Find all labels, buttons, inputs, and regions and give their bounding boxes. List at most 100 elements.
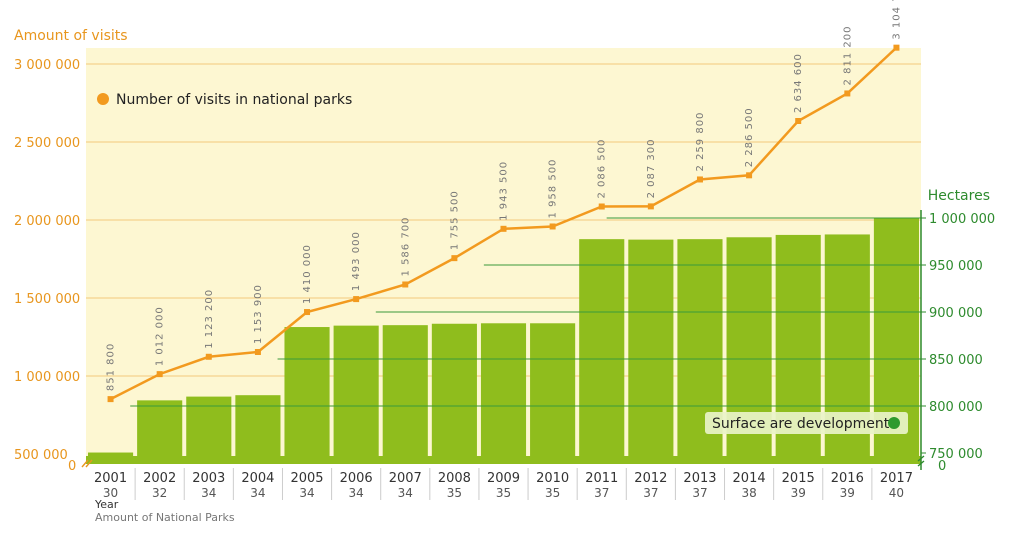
left-zero-label: 0 [68,459,76,474]
parks-count-label: 34 [299,486,314,500]
hectare-bars [88,217,919,458]
parks-count-label: 40 [889,486,904,500]
hectare-bar-2010 [530,323,576,458]
year-label: 2013 [683,471,716,486]
visits-data-label: 1 012 000 [155,306,166,366]
hectare-bar-2003 [186,396,232,458]
visits-data-label: 1 123 200 [204,289,215,349]
visits-point-2016 [844,90,851,97]
legend-visits-label: Number of visits in national parks [116,92,352,108]
visits-point-2010 [549,223,556,230]
right-tick-label: 800 000 [929,400,983,415]
year-label: 2003 [192,471,225,486]
hectare-bar-2004 [235,395,281,458]
visits-point-2004 [254,348,261,355]
parks-count-label: 37 [692,486,707,500]
visits-point-2009 [500,225,507,232]
parks-count-label: 37 [594,486,609,500]
visits-data-label: 851 800 [106,343,117,391]
visits-point-2014 [746,172,753,179]
visits-point-2003 [205,353,212,360]
visits-data-label: 1 586 700 [400,217,411,277]
hectare-bar-2012 [628,239,674,458]
right-tick-label: 900 000 [929,306,983,321]
legend-surface-marker [888,417,900,429]
visits-data-label: 1 493 000 [351,231,362,291]
legend-visits-marker [97,93,109,105]
visits-point-2013 [696,176,703,183]
parks-count-label: 32 [152,486,167,500]
visits-data-label: 1 410 000 [302,244,313,304]
left-tick-label: 1 500 000 [14,292,80,307]
hectare-bar-2009 [480,323,527,458]
legend-surface-box [705,412,908,434]
visits-point-2002 [156,371,163,378]
legend-surface: Surface are development [705,412,908,434]
right-zero-label: 0 [938,459,946,474]
left-tick-label: 3 000 000 [14,58,80,73]
right-tick-label: 950 000 [929,259,983,274]
hectare-bar-2002 [137,400,183,458]
left-tick-label: 2 500 000 [14,136,80,151]
visits-point-2005 [304,309,311,316]
left-tick-label: 2 000 000 [14,214,80,229]
right-tick-label: 750 000 [929,447,983,462]
visits-data-label: 2 087 300 [646,138,657,198]
right-gridlines [130,217,921,407]
parks-count-label: 30 [103,486,118,500]
visits-point-2012 [647,203,654,210]
hectare-bar-2011 [579,239,625,458]
right-axis: 1 000 000 950 000 900 000 850 000 800 000 750… [917,210,995,474]
visits-point-2006 [353,296,360,303]
parks-count-label: 39 [840,486,855,500]
visits-data-label: 2 259 800 [695,112,706,172]
baseline-strip [81,456,921,468]
legend-surface-label: Surface are development [712,416,890,432]
right-axis-title: Hectares [928,188,990,204]
year-label: 2004 [241,471,274,486]
year-label: 2009 [487,471,520,486]
right-tick-label: 850 000 [929,353,983,368]
parks-count-label: 39 [791,486,806,500]
parks-count-label: 35 [496,486,511,500]
visits-point-2008 [451,255,458,262]
year-label: 2014 [733,471,766,486]
hectare-bar-2008 [431,323,477,458]
year-label: 2010 [536,471,569,486]
parks-count-label: 34 [201,486,216,500]
year-label: 2006 [340,471,373,486]
parks-count-label: 34 [349,486,364,500]
hectare-bar-2005 [284,327,330,458]
parks-count-label: 38 [741,486,756,500]
visits-data-label: 2 811 200 [842,26,853,86]
hectare-bar-2007 [382,325,428,458]
year-label: 2012 [634,471,667,486]
axis-break-icon [917,455,925,467]
year-label: 2001 [94,471,127,486]
parks-count-label: 34 [250,486,265,500]
visits-point-2007 [402,281,409,288]
axis-break-left-icon [81,459,93,468]
x-axis: 2001302002322003342004342005342006342007… [94,468,913,500]
year-label: 2017 [880,471,913,486]
visits-data-label: 2 086 500 [597,139,608,199]
parks-count-label: 37 [643,486,658,500]
visits-data-label: 1 958 500 [548,159,559,219]
visits-point-2001 [107,396,114,403]
x-axis-subtitle: Amount of National Parks [95,511,235,524]
visits-point-2015 [795,118,802,125]
year-label: 2011 [585,471,618,486]
year-label: 2015 [782,471,815,486]
visits-data-label: 2 634 600 [793,53,804,113]
parks-count-label: 34 [398,486,413,500]
year-label: 2008 [438,471,471,486]
parks-count-label: 35 [447,486,462,500]
visits-data-label: 1 943 500 [499,161,510,221]
visits-point-2017 [893,44,900,51]
left-axis: 3 000 000 2 500 000 2 000 000 1 500 000 1 00… [14,58,80,474]
visits-data-label: 3 104 700 [891,0,902,40]
year-label: 2005 [290,471,323,486]
year-label: 2002 [143,471,176,486]
baseline-bar [86,456,921,464]
